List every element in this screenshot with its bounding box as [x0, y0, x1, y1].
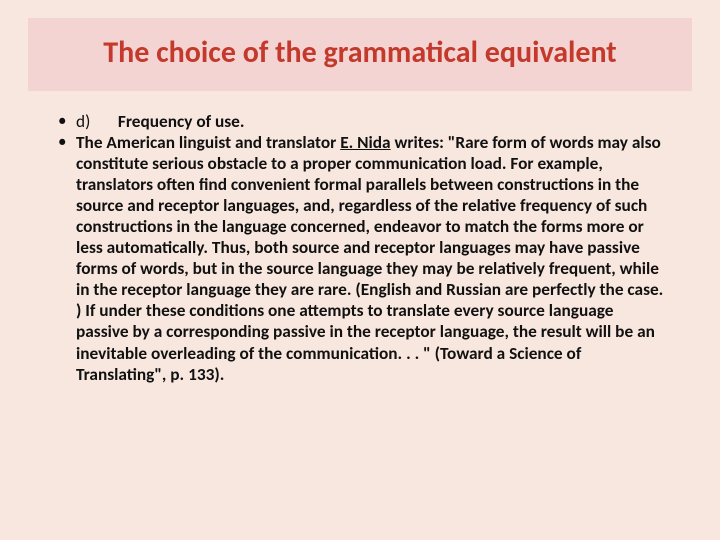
bullet-subhead: Frequency of use. — [118, 111, 245, 132]
bullet-list: d) Frequency of use. The American lingui… — [28, 111, 692, 385]
slide-title: The choice of the grammatical equivalent — [28, 18, 692, 91]
bullet-body-text: The American linguist and translator E. … — [76, 132, 663, 385]
nida-name: E. Nida — [340, 132, 390, 153]
bullet-item-body: The American linguist and translator E. … — [54, 132, 666, 385]
bullet-item-frequency: d) Frequency of use. — [54, 111, 666, 132]
bullet-label: d) — [76, 111, 114, 132]
slide: The choice of the grammatical equivalent… — [0, 0, 720, 540]
